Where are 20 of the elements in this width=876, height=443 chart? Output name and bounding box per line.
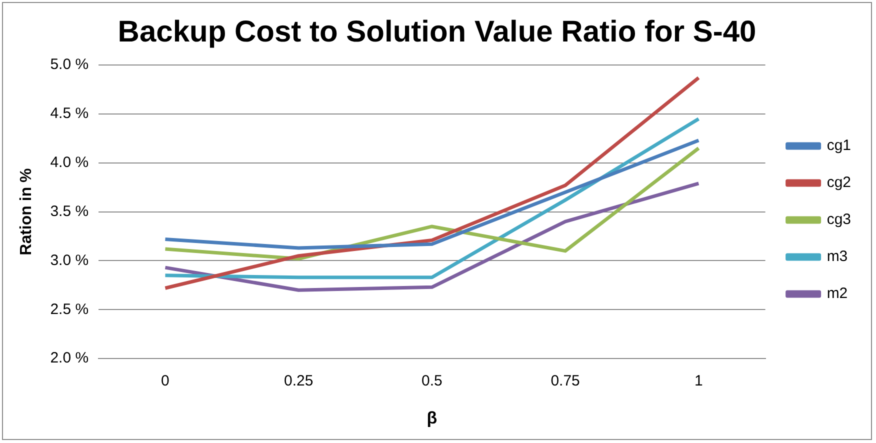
y-tick-label: 4.0 % xyxy=(50,154,89,172)
y-tick-label: 5.0 % xyxy=(50,56,89,74)
y-tick-label: 2.0 % xyxy=(50,350,89,367)
y-tick-label: 3.0 % xyxy=(50,252,89,269)
legend-label: m2 xyxy=(826,285,848,302)
x-tick-label: 0 xyxy=(161,372,170,390)
x-tick-label: 1 xyxy=(694,372,703,390)
x-tick-label: 0.5 xyxy=(422,372,442,390)
legend-label: m3 xyxy=(826,248,848,266)
legend-label: cg2 xyxy=(826,174,852,192)
y-tick-label: 3.5 % xyxy=(50,202,89,220)
legend-label: cg1 xyxy=(826,137,852,154)
y-axis-title: Ration in % xyxy=(18,168,36,256)
y-tick-label: 2.5 % xyxy=(50,300,89,318)
chart-title: Backup Cost to Solution Value Ratio for S-40 xyxy=(118,15,756,48)
legend-label: cg3 xyxy=(826,211,852,228)
y-tick-label: 4.5 % xyxy=(50,105,89,122)
x-axis-title: β xyxy=(426,408,438,428)
x-tick-label: 0.25 xyxy=(284,372,314,390)
x-tick-label: 0.75 xyxy=(550,372,580,390)
